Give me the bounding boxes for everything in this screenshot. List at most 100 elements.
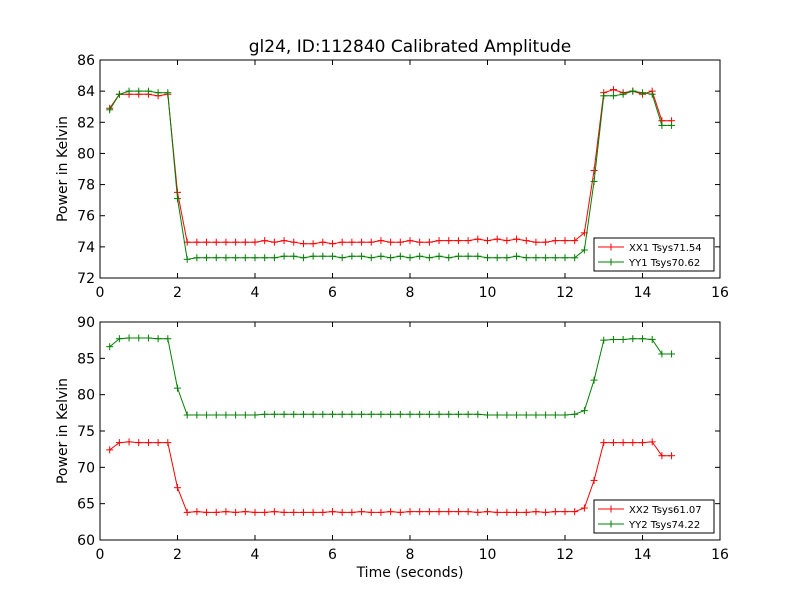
- top-series-1-point: [484, 237, 491, 245]
- bottom-ytick-label: 60: [77, 533, 95, 549]
- bottom-xtick-label: 4: [251, 547, 260, 563]
- bottom-panel-ylabel: Power in Kelvin: [55, 378, 71, 484]
- bottom-series-1-point: [580, 504, 588, 512]
- bottom-series-2-point: [329, 410, 336, 418]
- top-series-2-point: [212, 254, 220, 262]
- top-series-1-point: [329, 240, 336, 248]
- top-series-1-point: [203, 238, 211, 246]
- bottom-series-2-point: [639, 335, 646, 343]
- bottom-xtick-label: 12: [556, 547, 574, 563]
- top-series-1-point: [280, 237, 288, 245]
- top-series-1-point: [406, 237, 414, 245]
- bottom-series-2-point: [454, 410, 462, 418]
- top-series-2-point: [629, 87, 637, 95]
- x-axis-label: Time (seconds): [356, 565, 464, 581]
- top-ytick-label: 82: [77, 115, 95, 131]
- bottom-series-1-point: [299, 508, 307, 516]
- bottom-series-2-point: [542, 411, 550, 419]
- top-xtick-label: 6: [328, 285, 337, 301]
- top-series-1-point: [212, 238, 220, 246]
- bottom-series-2-point: [212, 411, 220, 419]
- bottom-series-2-point: [232, 411, 240, 419]
- bottom-series-2-point: [387, 410, 395, 418]
- bottom-series-1-point: [484, 508, 491, 516]
- bottom-series-2-point: [358, 410, 366, 418]
- bottom-series-2-point: [164, 335, 172, 343]
- top-series-2-point: [532, 254, 540, 262]
- top-series-2-point: [174, 195, 181, 203]
- top-series-2-point: [406, 254, 414, 262]
- top-series-2-point: [522, 254, 530, 262]
- top-series-2-point: [338, 254, 346, 262]
- top-series-1-point: [348, 238, 356, 246]
- bottom-series-2-point: [338, 410, 346, 418]
- bottom-series-1-point: [329, 508, 336, 516]
- bottom-series-1-point: [222, 508, 230, 516]
- top-series-1-point: [270, 238, 278, 246]
- top-series-2-point: [193, 254, 201, 262]
- bottom-series-2-point: [464, 410, 472, 418]
- bottom-series-2-point: [270, 410, 278, 418]
- bottom-xtick-label: 10: [479, 547, 497, 563]
- bottom-series-1-point: [290, 508, 298, 516]
- top-ytick-label: 76: [77, 209, 95, 225]
- bottom-series-1-point: [261, 508, 269, 516]
- bottom-series-1-point: [174, 484, 181, 492]
- bottom-series-2-point: [648, 335, 656, 343]
- bottom-series-2-point: [600, 336, 608, 344]
- top-series-2-point: [154, 89, 162, 97]
- top-legend: XX1 Tsys71.54 YY1 Tsys70.62: [593, 237, 715, 272]
- top-series-2-point: [639, 89, 646, 97]
- top-series-2-point: [600, 92, 608, 100]
- bottom-series-1-point: [532, 508, 540, 516]
- top-series-2-point: [135, 87, 143, 95]
- bottom-series-1-point: [212, 508, 220, 516]
- bottom-series-1-point: [367, 508, 375, 516]
- bottom-series-1-point: [348, 508, 356, 516]
- top-legend-label: YY1 Tsys70.62: [628, 258, 700, 269]
- top-series-2-point: [329, 252, 336, 260]
- top-series-2-point: [551, 254, 559, 262]
- top-series-2-point: [183, 255, 191, 263]
- bottom-series-2-point: [503, 411, 511, 419]
- top-series-2-point: [251, 254, 259, 262]
- bottom-series-2-point: [280, 410, 288, 418]
- top-series-1-point: [474, 235, 482, 243]
- bottom-series-2-point: [513, 411, 521, 419]
- top-series-2-point: [416, 252, 424, 260]
- top-series-2-point: [299, 254, 307, 262]
- top-series-2-point: [270, 254, 278, 262]
- top-series-1-point: [464, 237, 472, 245]
- top-series-1-point: [551, 237, 559, 245]
- bottom-series-1-point: [203, 508, 211, 516]
- top-legend-label: XX1 Tsys71.54: [629, 243, 702, 254]
- bottom-legend-item: XX2 Tsys61.07: [598, 505, 702, 516]
- top-series-2-point: [290, 252, 298, 260]
- top-series-1-point: [193, 238, 201, 246]
- top-series-2-point: [348, 252, 356, 260]
- bottom-series-1-point: [241, 508, 249, 516]
- top-series-2-point: [484, 254, 491, 262]
- bottom-series-1-point: [106, 446, 114, 454]
- bottom-series-1-point: [513, 508, 521, 516]
- top-xtick-label: 14: [634, 285, 652, 301]
- bottom-series-2-point: [522, 411, 530, 419]
- bottom-xtick-label: 14: [634, 547, 652, 563]
- bottom-series-1-point: [561, 508, 569, 516]
- top-legend-box: [593, 237, 715, 272]
- top-series-1-point: [445, 237, 453, 245]
- top-series-1-point: [522, 237, 530, 245]
- bottom-series-2-point: [154, 335, 162, 343]
- top-series-2-point: [503, 254, 511, 262]
- bottom-series-2-point: [377, 410, 385, 418]
- bottom-series-2-point: [203, 411, 211, 419]
- bottom-series-1-point: [464, 508, 472, 516]
- top-series-2-point: [609, 92, 617, 100]
- bottom-series-1-point: [416, 508, 424, 516]
- bottom-series-1-point: [338, 508, 346, 516]
- top-series-2-point: [125, 87, 133, 95]
- top-series-1-point: [358, 238, 366, 246]
- bottom-series-2-point: [532, 411, 540, 419]
- top-series-1-point: [338, 238, 346, 246]
